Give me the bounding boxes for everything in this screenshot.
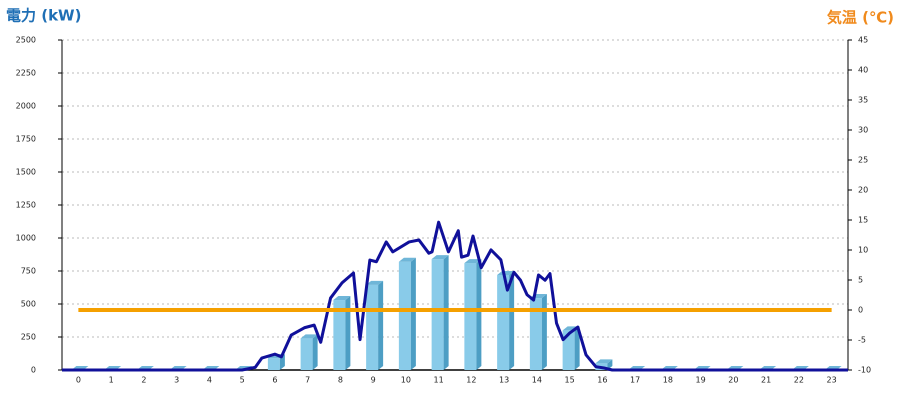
x-tick-label: 5 bbox=[240, 376, 245, 385]
power-line bbox=[62, 220, 848, 372]
bar bbox=[333, 296, 351, 370]
bar-face bbox=[541, 294, 547, 370]
y2-tick-label: 5 bbox=[858, 276, 863, 285]
x-tick-label: 19 bbox=[696, 376, 706, 385]
x-tick-label: 20 bbox=[728, 376, 738, 385]
y-tick-label: 2250 bbox=[16, 69, 36, 78]
y2-axis-title: 気温 (℃) bbox=[827, 9, 894, 27]
bar-face bbox=[410, 257, 416, 370]
x-tick-label: 3 bbox=[174, 376, 179, 385]
bar-face bbox=[497, 270, 515, 275]
bar-face bbox=[595, 359, 613, 364]
x-tick-label: 16 bbox=[597, 376, 607, 385]
bar-face bbox=[378, 280, 384, 370]
bar-face bbox=[431, 255, 449, 260]
bar-face bbox=[333, 296, 351, 301]
y-tick-label: 1000 bbox=[16, 234, 36, 243]
y2-tick-label: 30 bbox=[858, 126, 868, 135]
bar bbox=[398, 257, 416, 370]
bar-face bbox=[345, 296, 351, 370]
y-tick-label: 500 bbox=[21, 300, 36, 309]
y-tick-label: 250 bbox=[21, 333, 36, 342]
bar bbox=[300, 334, 318, 370]
y2-tick-label: 10 bbox=[858, 246, 868, 255]
x-tick-label: 2 bbox=[141, 376, 146, 385]
x-tick-label: 8 bbox=[338, 376, 343, 385]
x-tick-label: 4 bbox=[207, 376, 212, 385]
bar bbox=[431, 255, 449, 370]
bar-face bbox=[464, 263, 477, 370]
x-tick-label: 13 bbox=[499, 376, 509, 385]
bar-face bbox=[562, 330, 575, 370]
x-tick-label: 12 bbox=[466, 376, 476, 385]
x-tick-label: 14 bbox=[532, 376, 542, 385]
y2-tick-label: 25 bbox=[858, 156, 868, 165]
y2-tick-label: 35 bbox=[858, 96, 868, 105]
y-tick-label: 2500 bbox=[16, 36, 36, 45]
bar-face bbox=[366, 280, 384, 285]
x-tick-label: 11 bbox=[434, 376, 444, 385]
bar-face bbox=[312, 334, 318, 370]
bar-face bbox=[431, 259, 444, 370]
y-tick-label: 1250 bbox=[16, 201, 36, 210]
y2-tick-label: -5 bbox=[858, 336, 866, 345]
bar bbox=[366, 280, 384, 370]
bar-face bbox=[366, 284, 379, 370]
x-tick-label: 0 bbox=[76, 376, 81, 385]
bar-face bbox=[497, 274, 510, 370]
x-tick-label: 21 bbox=[761, 376, 771, 385]
bar-face bbox=[574, 326, 580, 370]
bar-face bbox=[300, 338, 313, 370]
bar-face bbox=[529, 298, 542, 370]
x-tick-label: 17 bbox=[630, 376, 640, 385]
y2-tick-label: -10 bbox=[858, 366, 871, 375]
y-axis-title: 電力 (kW) bbox=[6, 7, 81, 25]
bar-face bbox=[333, 300, 346, 370]
bar-face bbox=[607, 359, 613, 370]
bar-face bbox=[443, 255, 449, 370]
x-tick-label: 7 bbox=[305, 376, 310, 385]
bar-face bbox=[398, 257, 416, 262]
y2-tick-label: 45 bbox=[858, 36, 868, 45]
bar bbox=[497, 270, 515, 370]
x-tick-label: 18 bbox=[663, 376, 673, 385]
y2-tick-label: 0 bbox=[858, 306, 863, 315]
x-tick-label: 23 bbox=[827, 376, 837, 385]
y2-tick-label: 15 bbox=[858, 216, 868, 225]
y-tick-label: 1500 bbox=[16, 168, 36, 177]
bar-face bbox=[509, 270, 515, 370]
x-tick-label: 6 bbox=[272, 376, 277, 385]
y-tick-label: 2000 bbox=[16, 102, 36, 111]
bar-face bbox=[464, 259, 482, 264]
x-tick-label: 9 bbox=[371, 376, 376, 385]
y-tick-label: 750 bbox=[21, 267, 36, 276]
x-tick-label: 1 bbox=[109, 376, 114, 385]
bar-face bbox=[398, 261, 411, 370]
bar bbox=[464, 259, 482, 370]
y2-tick-label: 40 bbox=[858, 66, 868, 75]
x-tick-label: 15 bbox=[565, 376, 575, 385]
x-tick-label: 10 bbox=[401, 376, 411, 385]
bar-face bbox=[300, 334, 318, 339]
bar bbox=[529, 294, 547, 370]
bar-face bbox=[267, 358, 280, 370]
x-tick-label: 22 bbox=[794, 376, 804, 385]
bar-face bbox=[476, 259, 482, 370]
y2-tick-label: 20 bbox=[858, 186, 868, 195]
y-tick-label: 0 bbox=[31, 366, 36, 375]
y-tick-label: 1750 bbox=[16, 135, 36, 144]
